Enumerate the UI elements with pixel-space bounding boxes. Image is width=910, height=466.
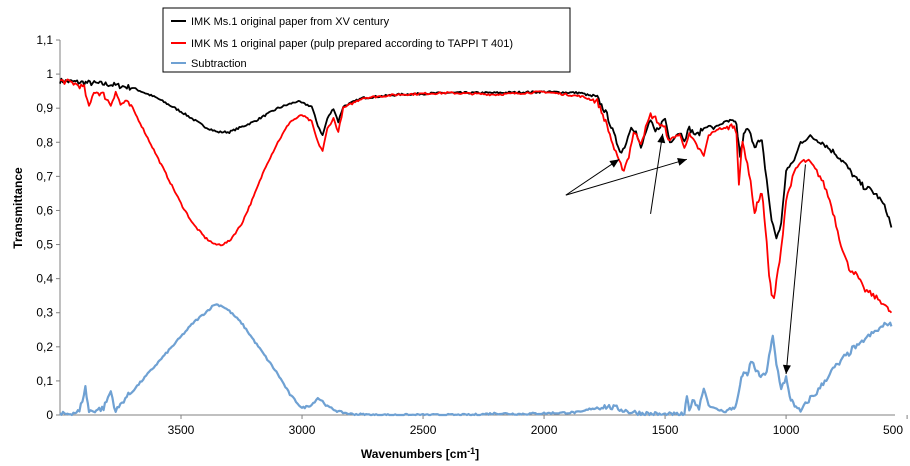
x-axis-title-superscript: -1 — [467, 446, 475, 456]
arrow-head — [782, 364, 791, 375]
arrow-0 — [565, 158, 620, 196]
y-tick-label: 0 — [46, 408, 53, 422]
arrow-head — [677, 158, 687, 166]
arrow-annotations — [565, 133, 806, 375]
y-tick-label: 0,9 — [36, 101, 53, 115]
x-tick-label: 2500 — [410, 423, 437, 437]
arrow-head — [609, 159, 620, 168]
x-axis-title-close: ] — [475, 447, 479, 461]
y-tick-label: 1 — [46, 67, 53, 81]
y-tick-label: 1,1 — [36, 33, 53, 47]
arrow-shaft — [565, 158, 620, 196]
arrow-shaft — [565, 158, 687, 196]
y-tick-label: 0,3 — [36, 306, 53, 320]
y-tick-label: 0,2 — [36, 340, 53, 354]
arrow-shaft — [785, 164, 806, 375]
x-tick-label: 3500 — [168, 423, 195, 437]
x-axis-ticks: 3500 3000 2500 2000 1500 1000 500 — [168, 415, 908, 437]
series-line-0 — [59, 77, 893, 240]
arrow-shaft — [650, 133, 664, 214]
legend-box — [162, 7, 571, 73]
y-tick-label: 0,7 — [36, 169, 53, 183]
y-tick-label: 0,5 — [36, 238, 53, 252]
y-axis-title: Transmittance — [11, 167, 25, 249]
legend-label-0: IMK Ms.1 original paper from XV century — [191, 16, 390, 28]
x-tick-label: 1500 — [652, 423, 679, 437]
x-axis-title: Wavenumbers [cm-1] — [361, 446, 479, 461]
arrow-2 — [650, 133, 666, 214]
x-tick-label: 3000 — [289, 423, 316, 437]
x-axis-title-main: Wavenumbers [cm — [361, 447, 467, 461]
legend-label-2: Subtraction — [191, 58, 247, 70]
x-tick-label: 500 — [883, 423, 903, 437]
series-line-1 — [59, 78, 893, 314]
y-tick-label: 0,6 — [36, 203, 53, 217]
arrow-head — [657, 133, 666, 144]
y-tick-label: 0,1 — [36, 374, 53, 388]
x-tick-label: 1000 — [773, 423, 800, 437]
y-tick-label: 0,8 — [36, 135, 53, 149]
x-tick-label: 2000 — [531, 423, 558, 437]
arrow-3 — [782, 164, 806, 375]
y-tick-label: 0,4 — [36, 272, 53, 286]
series-layer — [59, 77, 893, 417]
arrow-1 — [565, 158, 687, 196]
y-axis-ticks: 0 0,1 0,2 0,3 0,4 0,5 0,6 0,7 0,8 0,9 1 1,1 — [36, 33, 60, 422]
legend-label-1: IMK Ms 1 original paper (pulp prepared a… — [191, 38, 513, 50]
series-line-2 — [59, 303, 893, 417]
legend: IMK Ms.1 original paper from XV century … — [162, 7, 571, 73]
